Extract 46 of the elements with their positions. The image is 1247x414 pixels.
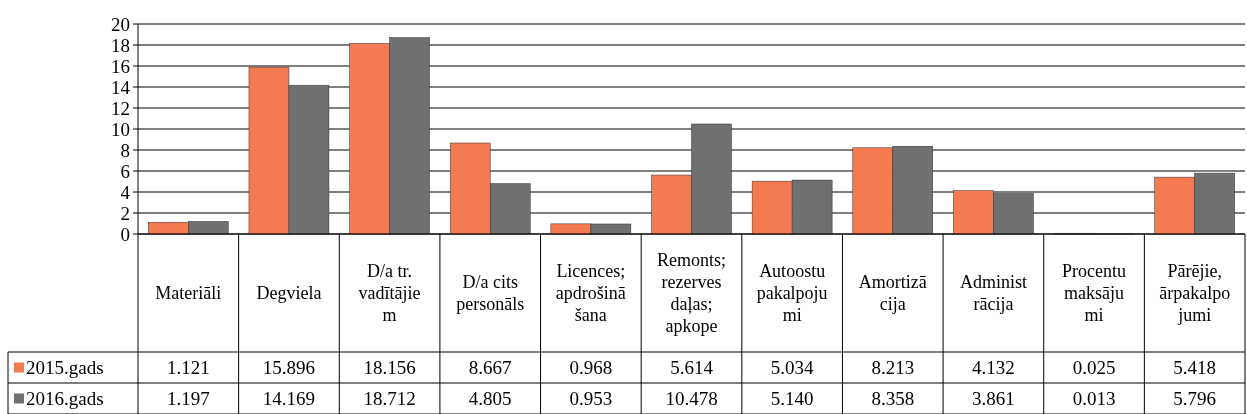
data-label: 4.805 <box>468 388 512 410</box>
y-tick-label: 0 <box>120 223 130 245</box>
y-tick-label: 8 <box>120 139 130 161</box>
legend-label: 2016.gads <box>26 388 104 410</box>
data-label: 18.156 <box>363 357 416 379</box>
y-tick-label: 2 <box>120 202 130 224</box>
data-label: 14.169 <box>262 388 316 410</box>
x-tick-label: Licences; apdrošinā šana <box>555 261 626 326</box>
x-tick-label: Degviela <box>256 283 322 304</box>
x-tick-label: Procentu maksāju mi <box>1062 261 1127 326</box>
data-label: 0.953 <box>569 388 613 410</box>
data-label: 10.478 <box>665 388 718 410</box>
legend-label: 2015.gads <box>26 357 104 379</box>
y-tick-label: 4 <box>120 181 131 203</box>
x-tick-label: Remonts; rezerves daļas; apkope <box>656 250 727 337</box>
data-label: 0.025 <box>1072 357 1116 379</box>
x-tick-label: Administ rācija <box>959 272 1027 315</box>
data-label: 18.712 <box>363 388 416 410</box>
data-label: 8.667 <box>468 357 512 379</box>
x-tick-label: D/a tr. vadītājie m <box>358 261 421 326</box>
data-label: 4.132 <box>972 357 1015 379</box>
data-label: 0.013 <box>1072 388 1116 410</box>
data-label: 5.796 <box>1173 388 1217 410</box>
x-tick-label: D/a cits personāls <box>456 272 525 315</box>
y-tick-label: 16 <box>111 55 130 77</box>
data-label: 5.418 <box>1173 357 1217 379</box>
y-tick-label: 12 <box>111 97 130 119</box>
data-label: 8.358 <box>871 388 915 410</box>
data-label: 8.213 <box>871 357 915 379</box>
y-tick-label: 6 <box>120 160 130 182</box>
y-tick-label: 10 <box>111 118 130 140</box>
data-label: 5.614 <box>670 357 714 379</box>
x-tick-label: Amortizā cija <box>858 272 927 315</box>
x-tick-label: Pārējie, ārpakalpo jumi <box>1159 261 1231 326</box>
data-label: 1.121 <box>166 357 210 379</box>
data-label: 5.034 <box>770 357 815 379</box>
y-tick-label: 14 <box>111 76 131 98</box>
data-label: 3.861 <box>972 388 1015 410</box>
y-tick-label: 18 <box>111 34 130 56</box>
y-tick-label: 20 <box>111 13 130 35</box>
x-tick-label: Materiāli <box>155 283 222 304</box>
x-tick-label: Autoostu pakalpoju mi <box>756 261 828 326</box>
data-label: 5.140 <box>770 388 814 410</box>
data-label: 15.896 <box>262 357 316 379</box>
data-label: 0.968 <box>569 357 613 379</box>
data-label: 1.197 <box>166 388 210 410</box>
